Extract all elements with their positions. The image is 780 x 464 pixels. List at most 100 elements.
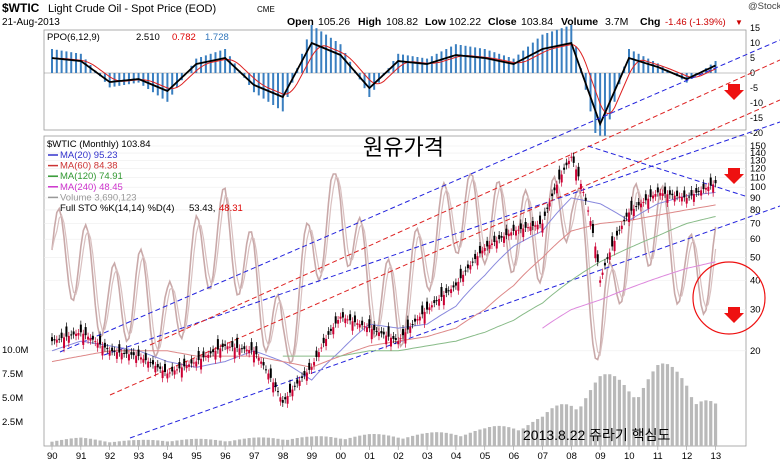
ppo-hist-bar [406, 55, 409, 73]
ppo-label: PPO(6,12,9) [47, 32, 100, 43]
ppo-hist-bar [478, 48, 481, 73]
volume-bar [507, 427, 511, 446]
candle-body [132, 352, 135, 356]
x-tick-label: 91 [76, 451, 87, 462]
candle-body [632, 208, 635, 217]
candle-body [704, 187, 707, 190]
candle-body [688, 196, 691, 198]
volume-bar [257, 437, 261, 446]
candle-body [130, 352, 133, 355]
volume-bar [122, 440, 126, 446]
candle-body [389, 337, 392, 347]
volume-bar [165, 441, 169, 446]
ppo-hist-bar [445, 49, 448, 73]
price-tick-label: 40 [750, 275, 761, 286]
candle-body [411, 323, 414, 325]
candle-body [154, 365, 157, 373]
volume-bar [536, 419, 540, 446]
volume-bar [348, 437, 352, 446]
ppo-hist-bar [151, 73, 154, 93]
volume-bar [550, 408, 554, 446]
x-tick-label: 01 [364, 451, 375, 462]
volume-bar [60, 439, 64, 446]
highlight-circle [692, 261, 766, 335]
resistance-line [587, 145, 746, 197]
instrument-name: Light Crude Oil - Spot Price (EOD) [48, 3, 216, 15]
candle-body [709, 177, 712, 186]
candle-body [587, 210, 590, 212]
candle-body [546, 207, 549, 209]
volume-bar [560, 404, 564, 446]
candle-body [599, 280, 602, 283]
ppo-hist-bar [709, 64, 712, 73]
ppo-hist-bar [209, 53, 212, 73]
candle-body [289, 383, 292, 393]
x-tick-label: 95 [191, 451, 202, 462]
candle-body [394, 338, 397, 341]
ppo-hist-bar [589, 73, 592, 112]
candle-body [462, 274, 465, 282]
candle-body [267, 373, 270, 380]
candle-body [512, 224, 515, 232]
volume-bar [396, 437, 400, 446]
volume-bar [473, 430, 477, 446]
volume-bar [185, 439, 189, 446]
volume-bar [656, 365, 660, 446]
volume-bar [675, 371, 679, 446]
candle-body [108, 350, 111, 356]
candle-body [483, 248, 486, 252]
candle-body [142, 358, 145, 363]
candle-body [582, 191, 585, 193]
volume-bar [699, 401, 703, 446]
volume-tick-label: 2.5M [2, 417, 23, 428]
candle-body [212, 349, 215, 353]
candle-body [125, 349, 128, 354]
ppo-hist-bar [195, 58, 198, 73]
chart-date: 21-Aug-2013 [2, 17, 60, 28]
candle-body [113, 350, 116, 352]
high-label: High [358, 16, 381, 28]
candle-body [91, 335, 94, 340]
ppo-hist-bar [493, 52, 496, 73]
candle-body [507, 233, 510, 237]
ppo-hist-bar [541, 34, 544, 73]
candle-body [224, 344, 227, 346]
ppo-hist-bar [118, 73, 121, 86]
volume-bar [401, 438, 405, 446]
candle-body [315, 350, 318, 357]
candle-body [685, 197, 688, 204]
candle-body [216, 339, 219, 350]
candle-body [397, 341, 400, 345]
candle-body [442, 294, 445, 306]
chg-label: Chg [640, 16, 660, 28]
candle-body [606, 257, 609, 259]
ppo-hist-bar [329, 37, 332, 73]
ppo-frame [43, 29, 747, 131]
candle-body [139, 357, 142, 360]
ppo-hist-bar [502, 55, 505, 73]
candle-body [67, 335, 70, 343]
volume-bar [430, 432, 434, 446]
volume-bar [209, 439, 213, 446]
candle-body [668, 190, 671, 195]
volume-bar [69, 438, 73, 446]
volume-bar [627, 391, 631, 446]
volume-bar [136, 440, 141, 446]
ppo-hist-bar [488, 50, 491, 73]
volume-bar [622, 385, 626, 446]
candle-body [505, 228, 508, 236]
candle-body [269, 368, 272, 378]
candle-body [596, 254, 599, 263]
candle-body [416, 319, 419, 321]
ppo-hist-bar [51, 49, 53, 73]
candle-body [430, 305, 433, 308]
price-tick-label: 70 [750, 218, 761, 229]
ppo-hist-bar [435, 53, 438, 73]
candle-body [101, 345, 104, 356]
volume-bar [502, 426, 506, 446]
candle-body [197, 350, 200, 361]
candle-body [529, 226, 532, 231]
x-tick-label: 97 [249, 451, 260, 462]
candle-body [452, 285, 455, 288]
